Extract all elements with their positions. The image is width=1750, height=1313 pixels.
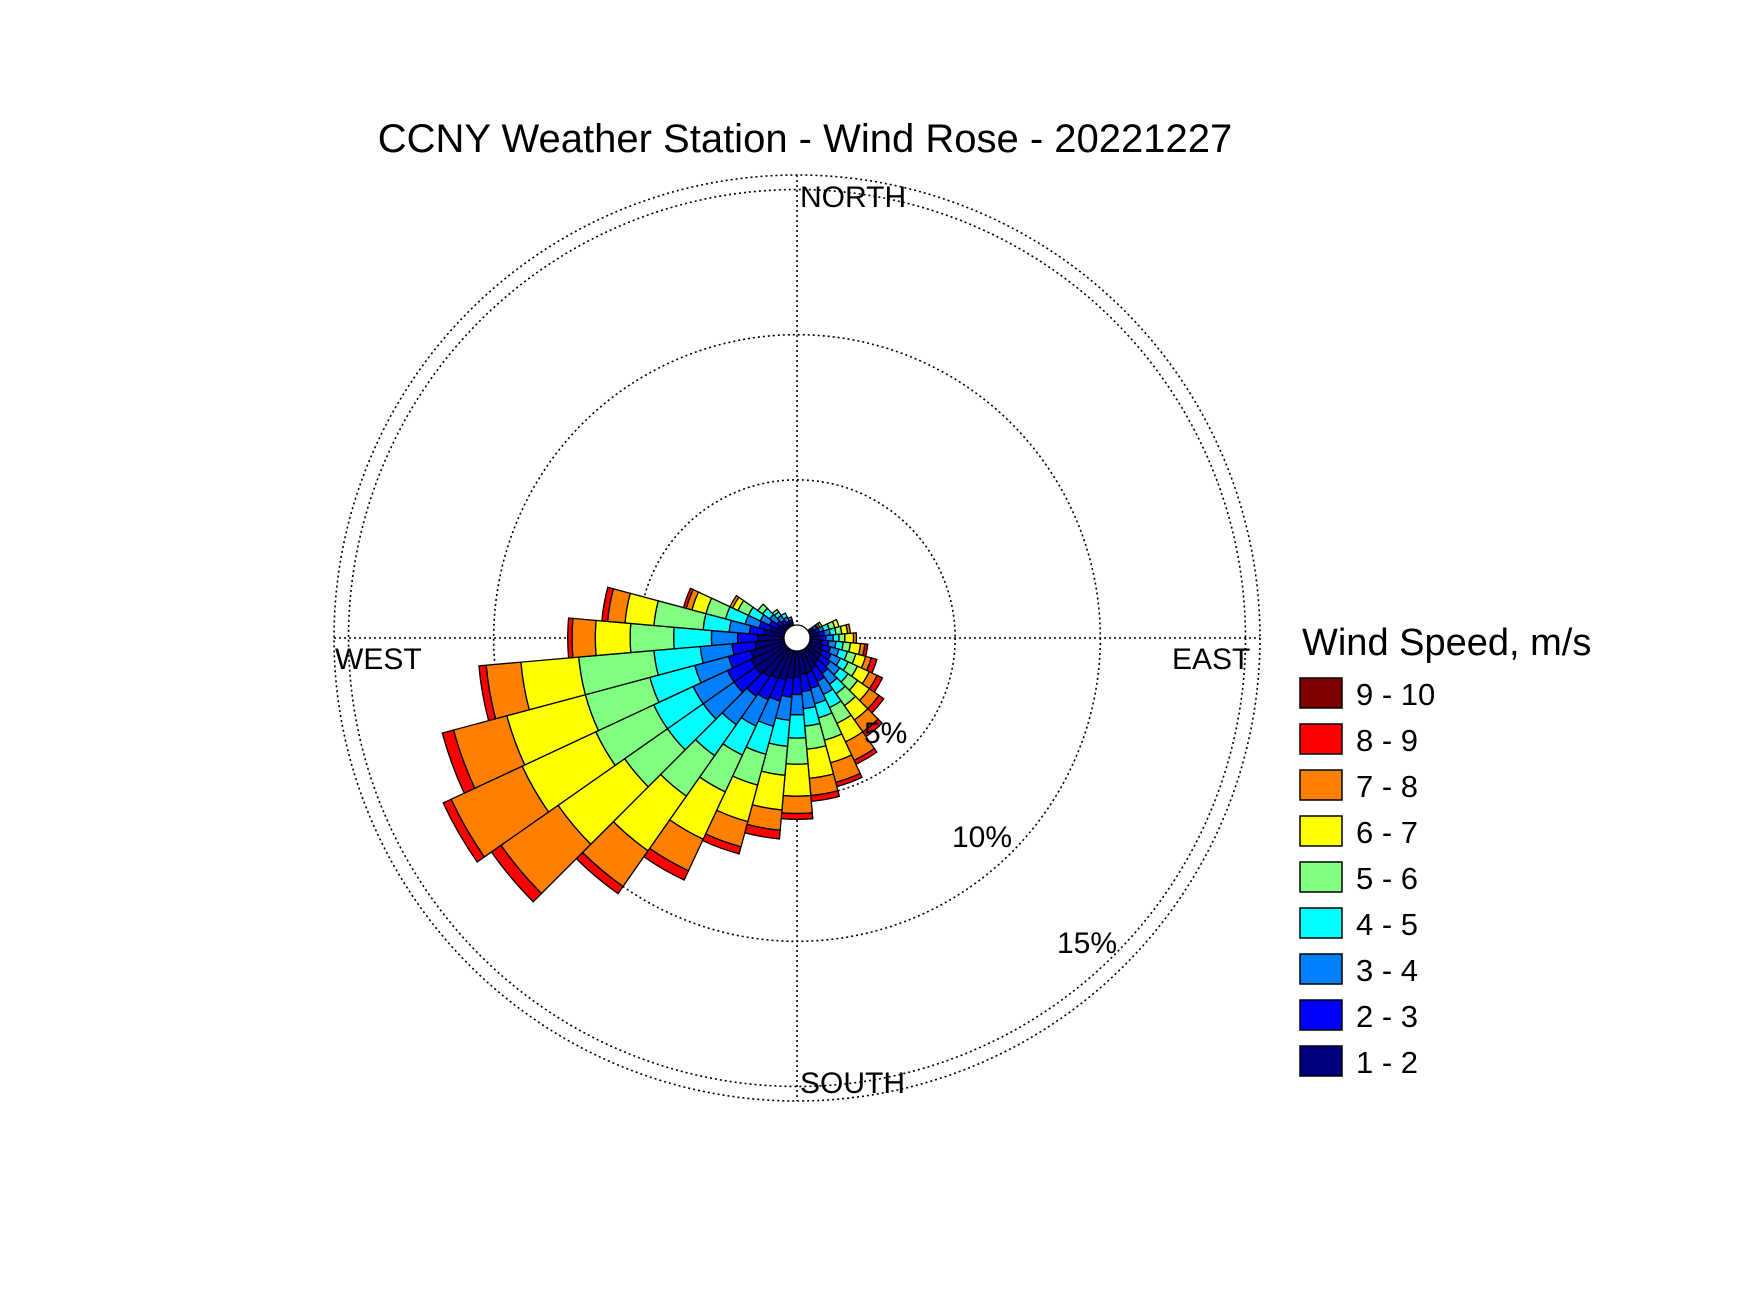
petal-180-bin-8 bbox=[780, 812, 814, 821]
petal-90-bin-5 bbox=[838, 633, 846, 643]
ring-label-15: 15% bbox=[1057, 927, 1117, 960]
petal-180-bin-6 bbox=[782, 763, 812, 797]
legend-label-7: 3 - 4 bbox=[1356, 953, 1418, 988]
petal-290-bin-8 bbox=[682, 587, 694, 610]
legend-swatch-7 bbox=[1299, 953, 1343, 985]
petal-90-bin-6 bbox=[843, 632, 855, 644]
legend-swatch-3 bbox=[1299, 769, 1343, 801]
legend: Wind Speed, m/s 9 - 10 8 - 9 7 - 8 6 - 7 5 -… bbox=[1299, 622, 1591, 1080]
petal-270-bin-7 bbox=[571, 617, 597, 659]
ring-label-10: 10% bbox=[952, 821, 1012, 854]
petal-180-bin-4 bbox=[787, 713, 807, 739]
petal-250-bin-8 bbox=[441, 729, 476, 795]
center-calm-circle bbox=[783, 624, 811, 652]
petal-90-bin-7 bbox=[852, 632, 858, 644]
direction-label-east: EAST bbox=[1172, 643, 1250, 676]
direction-label-north: NORTH bbox=[800, 181, 906, 214]
polar-grid bbox=[333, 174, 1261, 1102]
legend-swatch-9 bbox=[1299, 1045, 1343, 1077]
legend-label-8: 2 - 3 bbox=[1356, 999, 1418, 1034]
legend-label-6: 4 - 5 bbox=[1356, 907, 1418, 942]
petal-270-bin-5 bbox=[629, 622, 675, 654]
legend-label-9: 1 - 2 bbox=[1356, 1045, 1418, 1080]
legend-swatch-4 bbox=[1299, 815, 1343, 847]
petal-90-bin-4 bbox=[832, 633, 840, 643]
petal-340-bin-3 bbox=[786, 616, 793, 622]
legend-label-5: 5 - 6 bbox=[1356, 861, 1418, 896]
legend-swatch-5 bbox=[1299, 861, 1343, 893]
legend-label-3: 7 - 8 bbox=[1356, 769, 1418, 804]
petal-280-bin-8 bbox=[601, 586, 615, 623]
legend-swatch-2 bbox=[1299, 723, 1343, 755]
petal-240-bin-8 bbox=[442, 798, 486, 863]
legend-label-1: 9 - 10 bbox=[1356, 677, 1435, 712]
wind-petals bbox=[441, 586, 885, 903]
chart-title: CCNY Weather Station - Wind Rose - 20221… bbox=[378, 117, 1233, 161]
petal-260-bin-8 bbox=[478, 664, 497, 722]
petal-300-bin-7 bbox=[729, 594, 740, 609]
petal-270-bin-6 bbox=[594, 619, 632, 657]
legend-label-4: 6 - 7 bbox=[1356, 815, 1418, 850]
legend-items: 9 - 10 8 - 9 7 - 8 6 - 7 5 - 6 4 - 5 3 - 4 2 - … bbox=[1299, 677, 1435, 1080]
petal-330-bin-4 bbox=[780, 612, 789, 620]
direction-label-south: SOUTH bbox=[800, 1067, 905, 1100]
legend-swatch-6 bbox=[1299, 907, 1343, 939]
petal-180-bin-7 bbox=[780, 794, 814, 815]
legend-label-2: 8 - 9 bbox=[1356, 723, 1418, 758]
petal-180-bin-5 bbox=[785, 737, 809, 765]
legend-swatch-8 bbox=[1299, 999, 1343, 1031]
legend-title: Wind Speed, m/s bbox=[1302, 622, 1591, 664]
legend-swatch-1 bbox=[1299, 677, 1343, 709]
petal-270-bin-8 bbox=[567, 617, 574, 659]
petal-310-bin-5 bbox=[756, 603, 769, 615]
petal-280-bin-6 bbox=[624, 592, 660, 627]
direction-label-west: WEST bbox=[335, 643, 422, 676]
ring-label-5: 5% bbox=[864, 717, 907, 750]
petal-320-bin-5 bbox=[771, 608, 780, 617]
